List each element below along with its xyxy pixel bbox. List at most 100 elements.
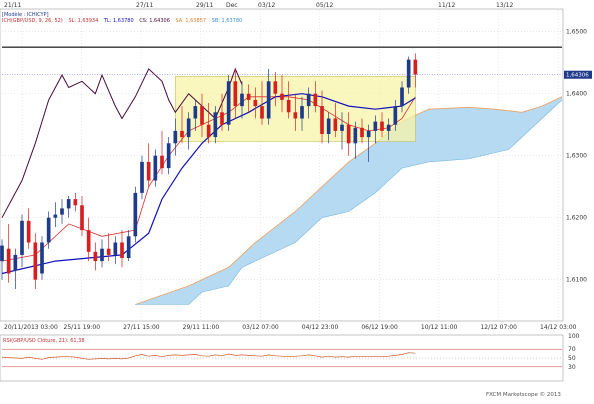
candle-body <box>273 81 278 94</box>
x-tick-label: 12/12 07:00 <box>480 324 517 331</box>
candle-body <box>13 254 18 271</box>
oscillator-axis: 100 70 50 30 <box>568 333 580 371</box>
candle-body <box>53 214 58 218</box>
legend-study: ICH(GBP/USD, 9, 26, 52) <box>2 18 63 24</box>
candle-body <box>93 251 98 262</box>
main-plot-area[interactable] <box>0 8 564 322</box>
tenkan-sen-line <box>1 96 416 262</box>
time-axis: 20/11/2013 03:00 25/11 19:00 27/11 15:00 29… <box>4 324 577 331</box>
top-date-label: 13/12 <box>496 2 513 9</box>
candle-body <box>253 99 258 107</box>
bullish-candle <box>406 56 411 94</box>
top-date-label: 03/12 <box>258 2 275 9</box>
bearish-candle <box>320 90 324 144</box>
oscillator-label: RSI(GBP/USD Clôture, 21): 61,38 <box>3 337 85 344</box>
candle-body <box>220 112 224 125</box>
bearish-candle <box>273 72 278 107</box>
bullish-candle <box>400 81 404 113</box>
legend-study-line: ICH(GBP/USD, 9, 26, 52) SL: 1,63934 TL: … <box>2 18 242 24</box>
bullish-candle <box>140 155 144 200</box>
top-date-label: 29/11 <box>196 2 213 9</box>
candle-body <box>333 118 338 131</box>
top-date-label: 21/11 <box>4 2 21 9</box>
candle-body <box>193 106 198 119</box>
copyright-text: FXCM Marketscope © 2013 <box>486 391 561 398</box>
bullish-candle <box>366 124 371 162</box>
candle-body <box>380 121 384 131</box>
bullish-candle <box>386 118 391 141</box>
price-tag-background <box>564 70 592 79</box>
candle-body <box>313 93 318 107</box>
candle-body <box>166 143 171 169</box>
bearish-candle <box>146 143 151 187</box>
bullish-candle <box>240 81 244 119</box>
candle-body <box>300 106 304 119</box>
x-tick-label: 27/11 15:00 <box>123 324 160 331</box>
x-tick-label: 29/11 11:00 <box>183 324 220 331</box>
candle-body <box>320 106 324 134</box>
candle-body <box>100 248 104 262</box>
top-date-label: 27/11 <box>136 2 153 9</box>
candle-body <box>306 93 311 107</box>
candle-body <box>173 130 178 144</box>
bearish-candle <box>93 242 98 271</box>
candle-body <box>373 121 378 131</box>
bearish-candle <box>280 75 284 113</box>
bullish-candle <box>60 199 64 224</box>
candle-body <box>206 124 211 138</box>
candle-body <box>406 59 411 88</box>
candle-body <box>20 220 24 255</box>
y-tick-label: 1,6200 <box>566 215 587 222</box>
legend-model: [Modèle : ICHICYP] <box>2 11 49 18</box>
candle-body <box>226 81 231 125</box>
candle-body <box>186 118 191 138</box>
bearish-candle <box>6 223 11 283</box>
bearish-candle <box>233 68 238 119</box>
candle-body <box>326 118 331 134</box>
bullish-candle <box>133 186 138 243</box>
bearish-candle <box>160 130 164 175</box>
y-tick-label: 1,6400 <box>566 91 587 98</box>
senkou-span-b <box>135 99 563 305</box>
top-date-label: Dec <box>226 2 238 9</box>
bearish-candle <box>333 103 338 138</box>
candle-body <box>213 112 218 138</box>
bullish-candle <box>46 211 51 249</box>
x-tick-label: 03/12 07:00 <box>242 324 279 331</box>
x-tick-label: 06/12 19:00 <box>361 324 398 331</box>
candle-body <box>353 127 358 144</box>
candle-body <box>153 155 158 181</box>
x-tick-label: 04/12 23:00 <box>302 324 339 331</box>
candle-body <box>60 208 64 215</box>
bearish-candle <box>413 53 418 88</box>
bearish-candle <box>200 93 204 138</box>
price-tag-value: 1,64306 <box>566 73 589 79</box>
candle-body <box>413 59 418 75</box>
candle-body <box>26 220 31 243</box>
candle-body <box>86 230 91 252</box>
bearish-candle <box>106 233 111 262</box>
bearish-candle <box>260 81 264 125</box>
candle-body <box>386 124 391 131</box>
oscillator-level-label: 70 <box>568 346 576 353</box>
candle-body <box>80 205 84 231</box>
candle-body <box>140 161 144 193</box>
bullish-candle <box>66 196 71 218</box>
x-tick-label: 20/11/2013 03:00 <box>4 324 58 331</box>
candle-body <box>246 93 251 100</box>
bullish-candle <box>300 96 304 131</box>
candle-body <box>46 217 51 243</box>
candle-body <box>393 106 398 125</box>
bearish-candle <box>120 230 124 268</box>
bullish-candle <box>373 115 378 144</box>
bullish-candle <box>353 121 358 159</box>
bullish-candle <box>173 118 178 156</box>
candle-body <box>133 192 138 237</box>
oscillator-level-label: 50 <box>568 355 576 362</box>
oscillator-level-label: 100 <box>568 333 580 340</box>
candle-body <box>346 124 351 144</box>
bullish-candle <box>186 112 191 150</box>
candle-body <box>66 199 71 209</box>
